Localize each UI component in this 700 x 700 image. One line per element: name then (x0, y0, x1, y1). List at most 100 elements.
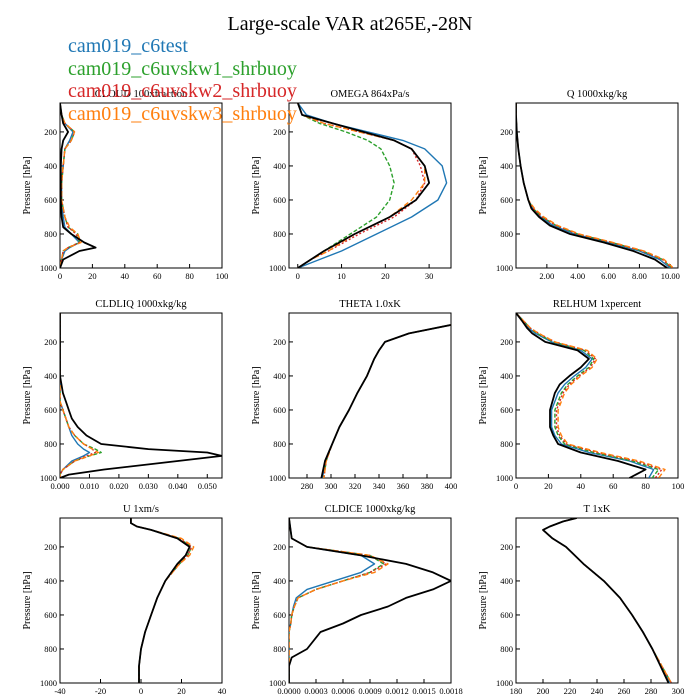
x-tick-label: 20 (177, 686, 186, 696)
panel: CLDICE 1000xkg/kg Pressure [hPa] 200 400 600… (251, 504, 463, 696)
x-tick-label: 340 (373, 481, 386, 491)
x-tick-label: 240 (591, 686, 604, 696)
series-line (323, 324, 451, 478)
panel: CLDLIQ 1000xkg/kg Pressure [hPa] 200 400 600… (22, 299, 223, 491)
x-tick-label: 10 (337, 271, 346, 281)
panel-title: CLDICE 1000xkg/kg (325, 504, 416, 515)
y-tick-label: 200 (44, 542, 57, 552)
x-tick-label: 0 (58, 271, 62, 281)
series-line (542, 518, 672, 683)
y-tick-label: 600 (500, 195, 513, 205)
y-tick-label: 400 (44, 576, 57, 586)
series-line (60, 103, 82, 268)
y-axis-label: Pressure [hPa] (478, 366, 489, 424)
y-tick-label: 200 (273, 337, 286, 347)
y-tick-label: 600 (273, 405, 286, 415)
figure-title: Large-scale VAR at265E,-28N (227, 13, 473, 35)
y-tick-label: 600 (500, 405, 513, 415)
y-tick-label: 1000 (40, 263, 57, 273)
series-line (60, 313, 97, 478)
x-tick-label: 10.00 (661, 271, 680, 281)
panel-title: THETA 1.0xK (339, 299, 401, 310)
legend: cam019_c6test cam019_c6uvskw1_shrbuoy ca… (68, 35, 297, 125)
panel-title: CLDLIQ 1000xkg/kg (95, 299, 187, 310)
x-tick-label: 280 (645, 686, 658, 696)
series-line (321, 324, 451, 478)
series-line (297, 103, 426, 268)
series-line (516, 313, 663, 478)
x-tick-label: 360 (397, 481, 410, 491)
x-tick-label: 260 (618, 686, 631, 696)
x-tick-label: 20 (381, 271, 390, 281)
series-line (289, 518, 376, 683)
x-tick-label: 6.00 (601, 271, 616, 281)
x-tick-label: 0.050 (198, 481, 217, 491)
x-tick-label: -40 (54, 686, 65, 696)
x-tick-label: 8.00 (632, 271, 647, 281)
x-tick-label: 180 (510, 686, 523, 696)
series-line (289, 518, 387, 683)
x-tick-label: 200 (537, 686, 550, 696)
x-tick-label: 0.0009 (358, 686, 381, 696)
series-line (516, 103, 671, 268)
series-line (297, 103, 395, 268)
x-tick-label: 0.0018 (439, 686, 462, 696)
series-line (516, 103, 674, 268)
y-tick-label: 400 (500, 371, 513, 381)
y-tick-label: 400 (44, 161, 57, 171)
y-tick-label: 400 (273, 161, 286, 171)
y-axis-label: Pressure [hPa] (478, 156, 489, 214)
plot-frame (515, 102, 679, 269)
x-tick-label: 40 (218, 686, 227, 696)
legend-entry: cam019_c6uvskw1_shrbuoy (68, 58, 297, 81)
plot-frame (288, 312, 452, 479)
x-tick-label: 300 (325, 481, 338, 491)
y-tick-label: 400 (44, 371, 57, 381)
y-tick-label: 800 (500, 439, 513, 449)
y-axis-label: Pressure [hPa] (22, 571, 33, 629)
x-tick-label: 400 (445, 481, 458, 491)
x-tick-label: 280 (301, 481, 314, 491)
series-line (129, 518, 191, 683)
x-tick-label: 30 (425, 271, 434, 281)
series-line (542, 518, 672, 683)
series-line (297, 103, 448, 268)
y-tick-label: 1000 (40, 678, 57, 688)
x-tick-label: 0.0000 (277, 686, 300, 696)
x-tick-label: 0.020 (109, 481, 128, 491)
series-line (516, 103, 668, 268)
x-tick-label: 0 (139, 686, 143, 696)
panel-title: RELHUM 1xpercent (553, 299, 641, 310)
x-tick-label: 0.0006 (331, 686, 354, 696)
series-line (542, 518, 672, 683)
x-tick-label: 0.0012 (385, 686, 408, 696)
legend-label: cam019_c6uvskw1_shrbuoy (68, 57, 297, 80)
x-tick-label: 300 (672, 686, 685, 696)
panel: THETA 1.0xK Pressure [hPa] 200 400 600 800 100… (251, 299, 457, 491)
series-line (289, 518, 385, 683)
y-tick-label: 800 (44, 229, 57, 239)
y-tick-label: 600 (44, 610, 57, 620)
series-line (542, 518, 670, 683)
plot-frame (59, 517, 223, 684)
y-tick-label: 1000 (269, 473, 286, 483)
y-tick-label: 200 (500, 542, 513, 552)
y-tick-label: 800 (273, 439, 286, 449)
y-tick-label: 800 (44, 439, 57, 449)
y-tick-label: 200 (44, 127, 57, 137)
y-axis-label: Pressure [hPa] (22, 156, 33, 214)
plot-frame (288, 102, 452, 269)
plot-frame (515, 312, 679, 479)
plot-frame (288, 517, 452, 684)
y-tick-label: 400 (273, 576, 286, 586)
x-tick-label: 100 (672, 481, 685, 491)
y-tick-label: 1000 (40, 473, 57, 483)
series-line (516, 103, 673, 268)
x-tick-label: 2.00 (539, 271, 554, 281)
y-tick-label: 1000 (496, 678, 513, 688)
